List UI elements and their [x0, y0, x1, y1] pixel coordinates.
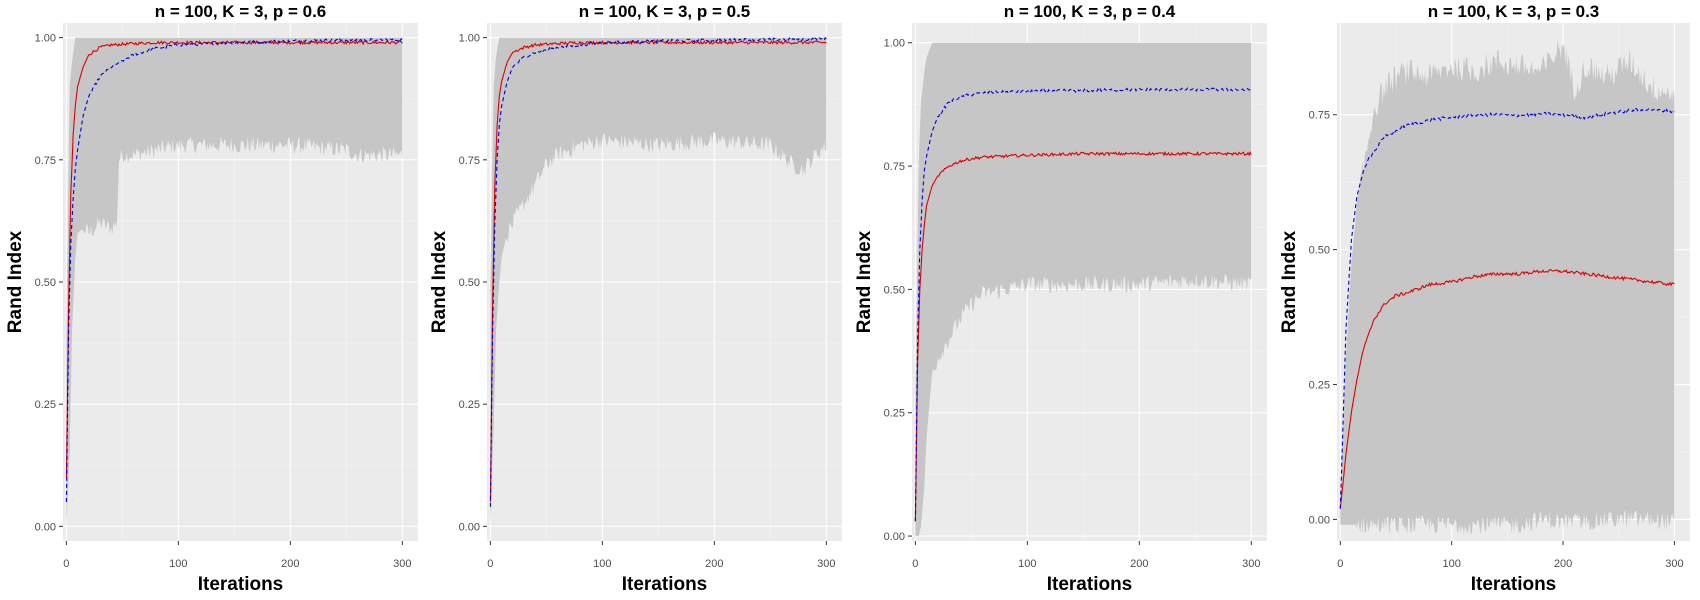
x-tick-label: 100 [593, 558, 611, 570]
chart-title: n = 100, K = 3, p = 0.3 [1428, 2, 1600, 21]
y-tick-label: 0.00 [1309, 514, 1330, 526]
chart-title: n = 100, K = 3, p = 0.4 [1004, 2, 1176, 21]
y-tick-label: 0.75 [459, 155, 480, 167]
ribbon-band [66, 37, 403, 527]
x-tick-label: 0 [1337, 558, 1343, 570]
x-tick-label: 300 [1665, 558, 1683, 570]
y-axis-title: Rand Index [5, 230, 26, 333]
y-tick-label: 0.75 [35, 155, 56, 167]
x-tick-label: 300 [817, 558, 835, 570]
chart-title: n = 100, K = 3, p = 0.5 [579, 2, 751, 21]
series-line-blue [489, 36, 827, 507]
x-axis-title: Iterations [622, 574, 708, 595]
y-tick-label: 0.00 [35, 521, 56, 533]
y-tick-label: 1.00 [459, 33, 480, 45]
x-tick-label: 100 [169, 558, 187, 570]
y-tick-label: 0.25 [1309, 380, 1330, 392]
y-tick-label: 0.50 [884, 284, 905, 296]
ribbon-band [490, 37, 827, 527]
y-tick-label: 0.25 [884, 408, 905, 420]
x-axis-title: Iterations [1471, 574, 1557, 595]
x-tick-label: 200 [281, 558, 299, 570]
y-tick-label: 0.00 [459, 521, 480, 533]
series-line-red [65, 39, 403, 478]
y-tick-label: 0.50 [1309, 245, 1330, 257]
chart-panel-4: 0.00 0.25 0.50 0.75 0 100 200 300 n = 100, K = 3… [1279, 2, 1690, 595]
ribbon-band [915, 42, 1252, 537]
x-tick-label: 200 [1554, 558, 1572, 570]
y-tick-label: 0.50 [35, 277, 56, 289]
y-tick-label: 0.50 [459, 277, 480, 289]
y-axis-title: Rand Index [854, 230, 875, 333]
y-tick-label: 0.25 [35, 399, 56, 411]
chart-panel-3: 0.00 0.25 0.50 0.75 1.00 0 100 200 300 n = 100, K… [854, 2, 1267, 595]
ribbon-band [1340, 39, 1675, 535]
y-axis-title: Rand Index [429, 230, 450, 333]
series-line-red [489, 39, 827, 502]
x-tick-label: 0 [487, 558, 493, 570]
x-tick-label: 100 [1443, 558, 1461, 570]
series-line-blue [914, 87, 1252, 522]
x-tick-label: 100 [1018, 558, 1036, 570]
y-axis-title: Rand Index [1279, 230, 1300, 333]
chart-panel-1: 0.00 0.25 0.50 0.75 1.00 0 100 200 300 n = 100, K… [5, 2, 418, 595]
y-tick-label: 0.75 [1309, 110, 1330, 122]
x-tick-label: 200 [1130, 558, 1148, 570]
y-tick-label: 1.00 [35, 33, 56, 45]
x-tick-label: 300 [393, 558, 411, 570]
x-tick-label: 200 [705, 558, 723, 570]
x-axis-title: Iterations [1047, 574, 1133, 595]
series-line-blue [65, 37, 403, 502]
series-line-red [914, 150, 1252, 522]
x-tick-label: 0 [912, 558, 918, 570]
x-axis-title: Iterations [198, 574, 284, 595]
y-tick-label: 1.00 [884, 38, 905, 50]
chart-title: n = 100, K = 3, p = 0.6 [155, 2, 327, 21]
y-tick-label: 0.00 [884, 531, 905, 543]
series-line-red [1339, 269, 1675, 509]
y-tick-label: 0.75 [884, 161, 905, 173]
x-tick-label: 0 [63, 558, 69, 570]
x-tick-label: 300 [1242, 558, 1260, 570]
y-tick-label: 0.25 [459, 399, 480, 411]
chart-panel-2: 0.00 0.25 0.50 0.75 1.00 0 100 200 300 n = 100, K… [429, 2, 842, 595]
series-line-blue [1339, 107, 1675, 509]
